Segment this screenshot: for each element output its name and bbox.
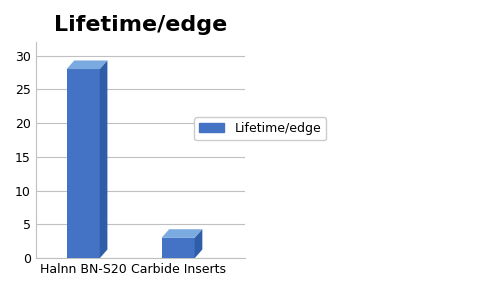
Legend: Lifetime/edge: Lifetime/edge — [194, 117, 326, 140]
Title: Lifetime/edge: Lifetime/edge — [54, 15, 227, 35]
Polygon shape — [100, 61, 107, 258]
Polygon shape — [161, 229, 202, 238]
Polygon shape — [67, 69, 100, 258]
Polygon shape — [161, 238, 195, 258]
Polygon shape — [67, 61, 107, 69]
Polygon shape — [195, 229, 202, 258]
